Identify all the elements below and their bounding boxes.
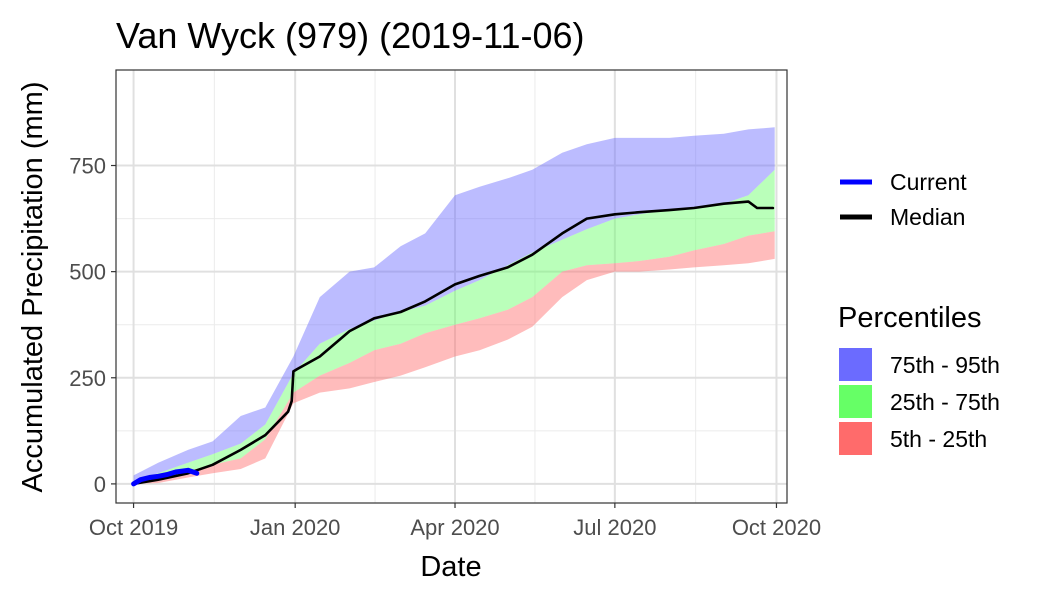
y-tick-label: 250 — [69, 366, 106, 391]
legend-title-percentiles: Percentiles — [838, 302, 981, 334]
series-lines — [131, 200, 775, 487]
legend-key-25-75 — [839, 385, 872, 418]
band-5-25 — [133, 231, 775, 484]
y-tick-label: 750 — [69, 154, 106, 179]
legend-key-5-25 — [839, 422, 872, 455]
series-line-current — [131, 467, 200, 487]
percentile-bands — [133, 127, 775, 484]
x-tick-label: Apr 2020 — [410, 515, 499, 540]
legend-label-current: Current — [890, 169, 967, 195]
grid-lines — [116, 70, 787, 503]
y-axis-label: Accumulated Precipitation (mm) — [17, 82, 49, 493]
x-axis-label: Date — [420, 551, 481, 583]
y-axis: 0 250 500 750 — [69, 154, 116, 497]
legend-label-5-25: 5th - 25th — [890, 426, 987, 452]
legend-label-75-95: 75th - 95th — [890, 352, 1000, 378]
plot-panel-border — [115, 69, 788, 504]
x-tick-label: Jul 2020 — [573, 515, 656, 540]
x-tick-label: Oct 2019 — [89, 515, 178, 540]
y-tick-label: 0 — [94, 472, 106, 497]
band-25-75 — [133, 169, 775, 484]
band-75-95 — [133, 127, 775, 482]
legend-label-25-75: 25th - 75th — [890, 389, 1000, 415]
chart-title: Van Wyck (979) (2019-11-06) — [116, 15, 585, 56]
y-tick-label: 500 — [69, 260, 106, 285]
x-tick-label: Jan 2020 — [250, 515, 341, 540]
series-line-median — [132, 200, 775, 486]
x-axis: Oct 2019 Jan 2020 Apr 2020 Jul 2020 Oct 2020 — [89, 503, 821, 540]
legend-label-median: Median — [890, 204, 965, 230]
legend: Current Median Percentiles 75th - 95th 2… — [838, 169, 1000, 455]
x-tick-label: Oct 2020 — [732, 515, 821, 540]
legend-key-75-95 — [839, 348, 872, 381]
